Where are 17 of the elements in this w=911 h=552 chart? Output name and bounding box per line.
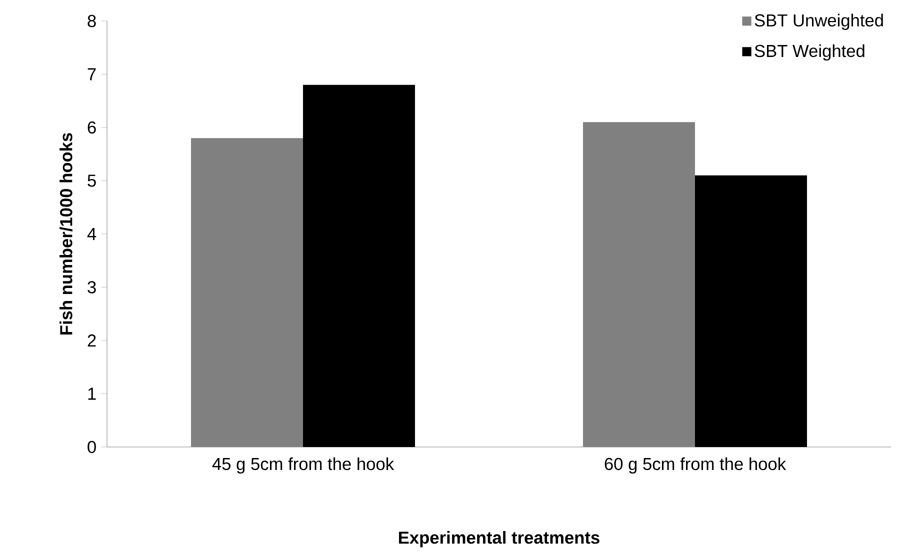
y-tick-label: 8 <box>88 14 96 28</box>
x-axis-title: Experimental treatments <box>399 531 600 548</box>
y-axis-title: Fish number/1000 hooks <box>60 133 72 334</box>
legend-label: SBT Weighted <box>754 44 864 61</box>
y-tick-label: 7 <box>88 68 96 80</box>
y-tick-label: 0 <box>88 440 96 454</box>
y-tick-label: 3 <box>88 281 96 294</box>
y-tick-label: 4 <box>87 228 96 240</box>
bar <box>303 84 416 447</box>
x-tick-label: 60 g 5cm from the hook <box>604 457 786 474</box>
y-tick-label: 2 <box>88 334 96 347</box>
y-tick-label: 1 <box>88 388 96 400</box>
x-tick-label: 45 g 5cm from the hook <box>212 457 394 474</box>
y-tick-label: 6 <box>88 121 96 134</box>
y-tick-label: 5 <box>88 174 96 187</box>
bar <box>694 175 807 447</box>
legend-label: SBT Unweighted <box>754 14 883 30</box>
